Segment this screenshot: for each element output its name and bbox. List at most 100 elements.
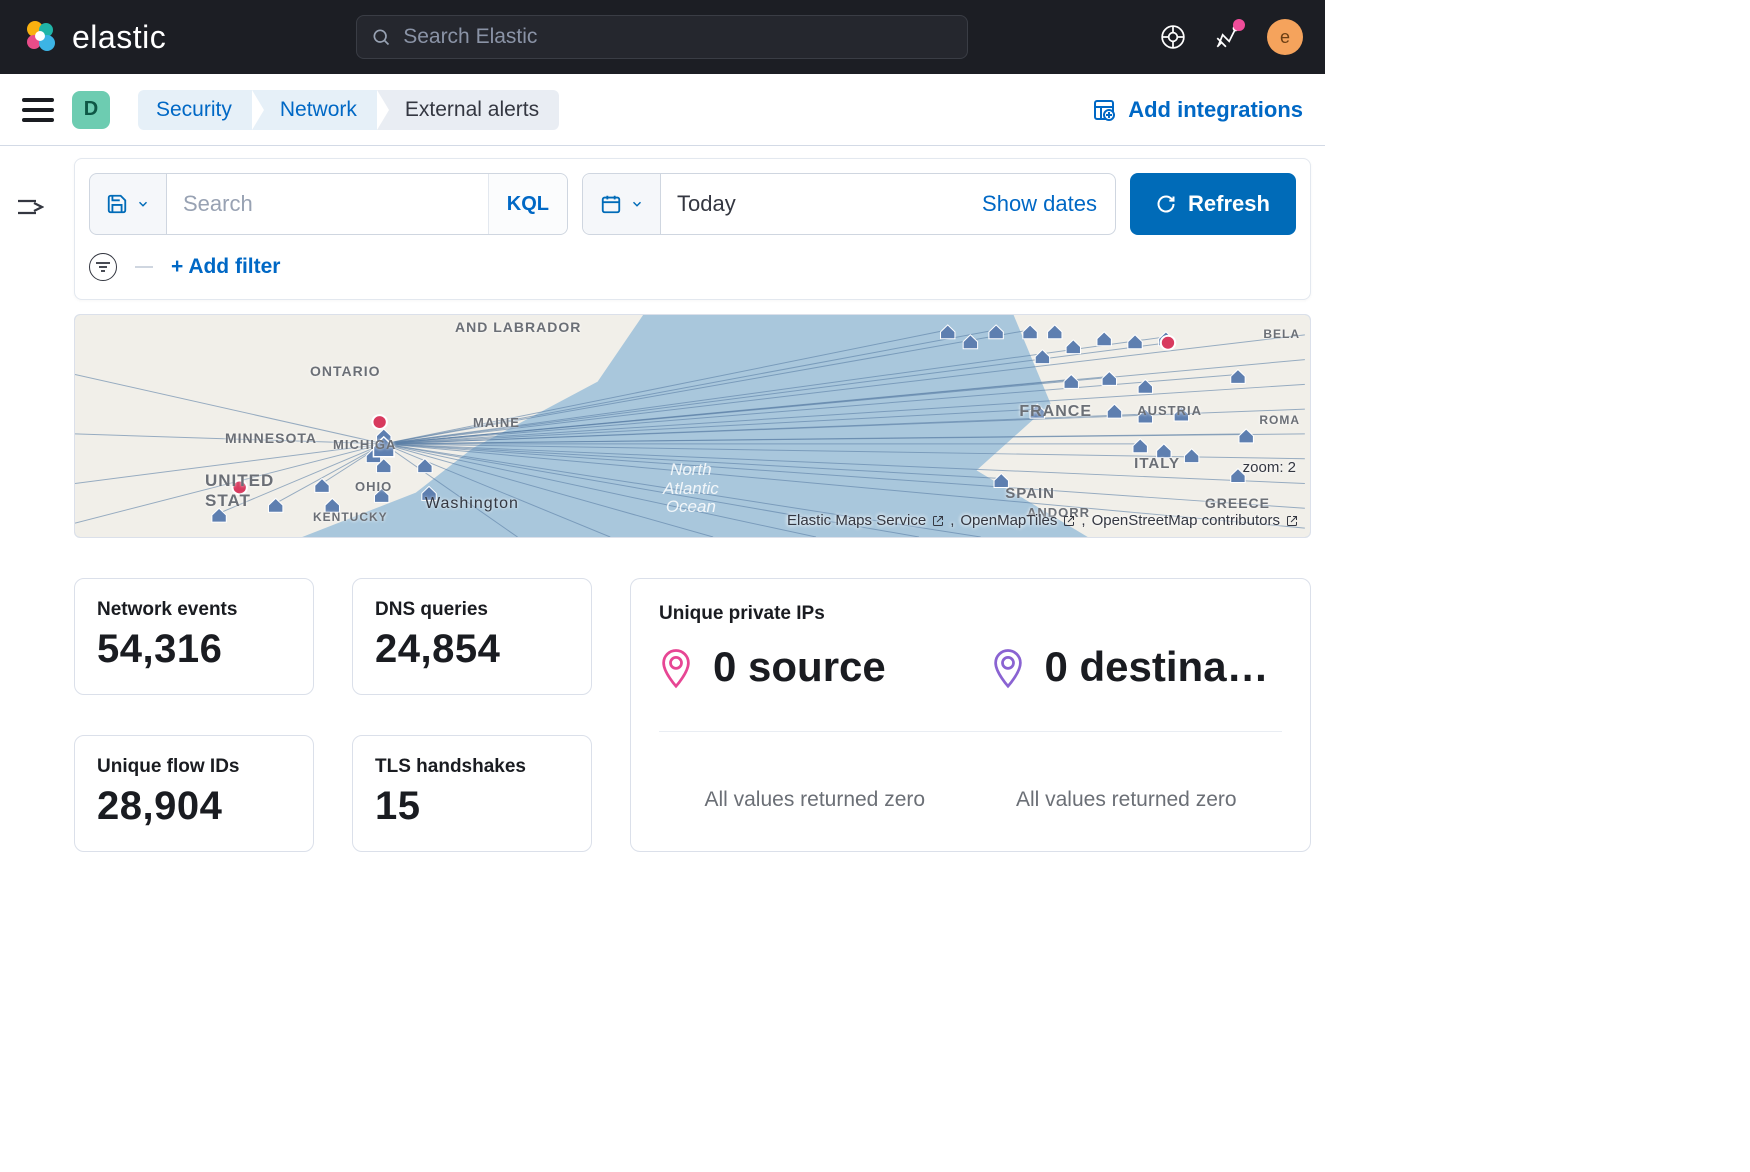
stat-unique-flow-ids: Unique flow IDs 28,904 xyxy=(74,735,314,852)
stat-label: Network events xyxy=(97,599,291,621)
map-label-us: UNITED STAT xyxy=(205,471,274,511)
global-header: elastic e xyxy=(0,0,1325,74)
ip-destination: 0 destina… xyxy=(991,643,1283,691)
unique-ips-row: 0 source 0 destina… xyxy=(659,643,1282,732)
global-search[interactable] xyxy=(356,15,968,59)
space-selector[interactable]: D xyxy=(72,91,110,129)
filter-bar: + Add filter xyxy=(89,253,1296,281)
filter-options-icon[interactable] xyxy=(89,253,117,281)
kql-label: KQL xyxy=(507,193,549,216)
kql-search-input[interactable] xyxy=(167,191,488,217)
elastic-logo[interactable]: elastic xyxy=(22,19,166,56)
map-label-city: Washington xyxy=(425,495,519,513)
network-map[interactable]: UNITED STAT MINNESOTA ONTARIO MICHIGA OH… xyxy=(74,314,1311,538)
map-label-at: AUSTRIA xyxy=(1137,403,1202,418)
stat-value: 28,904 xyxy=(97,784,291,829)
ip-destination-text: 0 destina… xyxy=(1045,643,1269,691)
save-icon xyxy=(106,193,128,215)
integrations-icon xyxy=(1092,98,1116,122)
kql-badge[interactable]: KQL xyxy=(488,174,567,234)
secondary-header: D Security Network External alerts Add i… xyxy=(0,74,1325,146)
map-label-lab: AND LABRADOR xyxy=(455,319,581,335)
query-bar-panel: KQL Today Show dates xyxy=(74,158,1311,300)
calendar-icon xyxy=(600,193,622,215)
map-attrib-ems[interactable]: Elastic Maps Service xyxy=(787,512,926,529)
external-link-icon xyxy=(1063,515,1075,527)
add-integrations-button[interactable]: Add integrations xyxy=(1092,97,1303,123)
add-integrations-label: Add integrations xyxy=(1128,97,1303,123)
refresh-icon xyxy=(1156,194,1176,214)
map-label-bela: BELA xyxy=(1263,327,1300,341)
avatar-initial: e xyxy=(1280,27,1290,48)
map-label-ro: ROMA xyxy=(1259,413,1300,427)
map-label-me: MAINE xyxy=(473,415,520,430)
search-icon xyxy=(371,27,391,47)
global-search-input[interactable] xyxy=(403,25,953,49)
stat-value: 54,316 xyxy=(97,627,291,672)
map-label-es: SPAIN xyxy=(1005,485,1055,502)
external-link-icon xyxy=(932,515,944,527)
map-attribution: Elastic Maps Service , OpenMapTiles , Op… xyxy=(787,512,1298,529)
breadcrumb-network[interactable]: Network xyxy=(252,90,377,130)
ip-zero-row: All values returned zero All values retu… xyxy=(659,788,1282,812)
stat-label: Unique flow IDs xyxy=(97,756,291,778)
map-label-ky: KENTUCKY xyxy=(313,510,388,524)
collapse-sidebar-icon[interactable] xyxy=(16,196,44,223)
external-link-icon xyxy=(1286,515,1298,527)
newsfeed-icon[interactable] xyxy=(1213,23,1241,51)
chevron-down-icon xyxy=(136,197,150,211)
map-label-on: ONTARIO xyxy=(310,363,381,379)
unique-ips-title: Unique private IPs xyxy=(659,603,1282,625)
map-attrib-osm[interactable]: OpenStreetMap contributors xyxy=(1092,512,1280,529)
ip-source: 0 source xyxy=(659,643,951,691)
stats-row: Network events 54,316 DNS queries 24,854… xyxy=(74,578,1311,852)
query-bar: KQL Today Show dates xyxy=(89,173,1296,235)
ip-zero-destination: All values returned zero xyxy=(971,788,1283,812)
map-zoom-label: zoom: 2 xyxy=(1243,459,1296,476)
stat-value: 24,854 xyxy=(375,627,569,672)
filter-divider xyxy=(135,266,153,268)
breadcrumb-security[interactable]: Security xyxy=(138,90,252,130)
map-label-oh: OHIO xyxy=(355,479,392,494)
map-ocean-label: North Atlantic Ocean xyxy=(663,461,719,517)
map-label-mi: MICHIGA xyxy=(333,437,396,452)
stat-tls-handshakes: TLS handshakes 15 xyxy=(352,735,592,852)
kql-search[interactable]: KQL xyxy=(167,173,568,235)
elastic-logo-text: elastic xyxy=(72,19,166,56)
notification-dot xyxy=(1233,19,1245,31)
elastic-logo-icon xyxy=(22,19,58,55)
breadcrumbs: Security Network External alerts xyxy=(138,90,559,130)
refresh-button[interactable]: Refresh xyxy=(1130,173,1296,235)
show-dates-button[interactable]: Show dates xyxy=(964,191,1115,217)
space-initial: D xyxy=(84,98,98,121)
stats-grid: Network events 54,316 DNS queries 24,854… xyxy=(74,578,592,852)
pin-destination-icon xyxy=(991,645,1025,689)
map-label-mn: MINNESOTA xyxy=(225,430,317,446)
stat-dns-queries: DNS queries 24,854 xyxy=(352,578,592,695)
date-value: Today xyxy=(661,191,964,217)
chevron-down-icon xyxy=(630,197,644,211)
date-quick-select[interactable] xyxy=(583,174,661,234)
breadcrumb-current: External alerts xyxy=(377,90,559,130)
nav-toggle-icon[interactable] xyxy=(22,98,54,122)
map-attrib-omt[interactable]: OpenMapTiles xyxy=(960,512,1057,529)
stat-label: DNS queries xyxy=(375,599,569,621)
user-avatar[interactable]: e xyxy=(1267,19,1303,55)
refresh-label: Refresh xyxy=(1188,191,1270,217)
map-label-fr: FRANCE xyxy=(1019,403,1092,421)
pin-source-icon xyxy=(659,645,693,689)
page-body: KQL Today Show dates xyxy=(0,158,1325,852)
date-picker[interactable]: Today Show dates xyxy=(582,173,1116,235)
breadcrumb-label: Security xyxy=(156,98,232,121)
map-label-gr: GREECE xyxy=(1205,495,1270,511)
breadcrumb-label: External alerts xyxy=(405,98,539,121)
saved-query-button[interactable] xyxy=(89,173,167,235)
add-filter-button[interactable]: + Add filter xyxy=(171,255,280,279)
header-actions: e xyxy=(1159,19,1303,55)
map-label-it: ITALY xyxy=(1134,455,1180,472)
help-icon[interactable] xyxy=(1159,23,1187,51)
ip-zero-source: All values returned zero xyxy=(659,788,971,812)
stat-label: TLS handshakes xyxy=(375,756,569,778)
unique-ips-panel: Unique private IPs 0 source 0 destina… A… xyxy=(630,578,1311,852)
stat-network-events: Network events 54,316 xyxy=(74,578,314,695)
